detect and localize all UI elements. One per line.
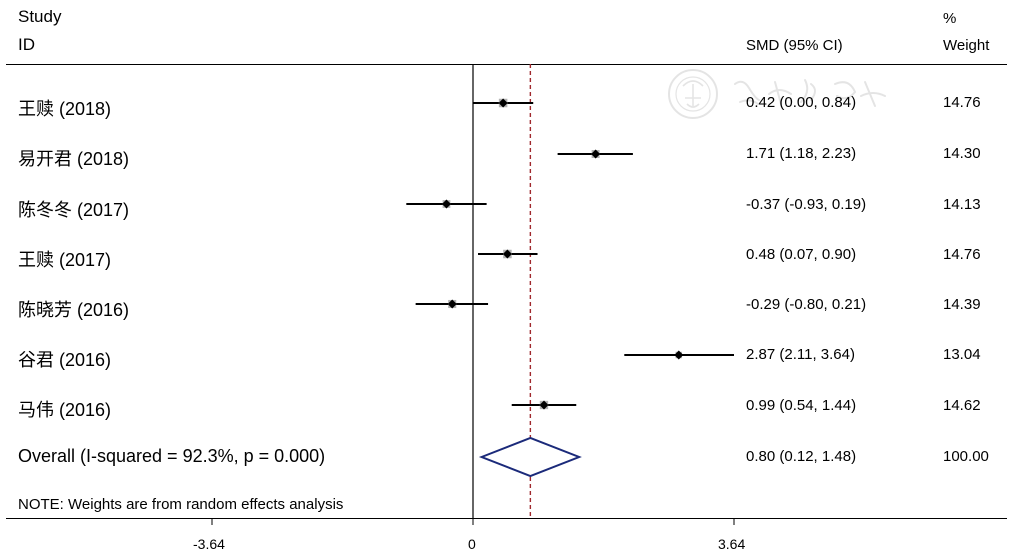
study-weight-3: 14.13 bbox=[943, 196, 981, 213]
study-label-5: 陈晓芳 (2016) bbox=[18, 300, 130, 320]
study-weight-1: 14.76 bbox=[943, 94, 981, 111]
overall-weight: 100.00 bbox=[943, 448, 989, 465]
header-rule bbox=[6, 64, 1007, 65]
overall-diamond bbox=[478, 436, 582, 478]
study-weight-4: 14.76 bbox=[943, 246, 981, 263]
header-id: ID bbox=[18, 35, 35, 54]
study-weight-2: 14.30 bbox=[943, 145, 981, 162]
point-estimate-3 bbox=[441, 199, 451, 209]
point-estimate-1 bbox=[498, 98, 508, 108]
study-label-6: 谷君 (2016) bbox=[18, 350, 112, 370]
header-smd: SMD (95% CI) bbox=[746, 37, 843, 54]
study-ci-6: 2.87 (2.11, 3.64) bbox=[746, 346, 855, 363]
study-ci-7: 0.99 (0.54, 1.44) bbox=[746, 397, 857, 414]
header-weight: Weight bbox=[943, 37, 990, 54]
bottom-rule bbox=[6, 518, 1007, 519]
study-ci-5: -0.29 (-0.80, 0.21) bbox=[746, 296, 867, 313]
study-weight-7: 14.62 bbox=[943, 397, 981, 414]
watermark-seal bbox=[668, 69, 886, 119]
study-ci-2: 1.71 (1.18, 2.23) bbox=[746, 145, 857, 162]
study-weight-6: 13.04 bbox=[943, 346, 981, 363]
point-estimate-4 bbox=[502, 249, 512, 259]
header-weight-percent: % bbox=[943, 10, 957, 27]
point-estimate-2 bbox=[591, 149, 601, 159]
study-label-4: 王赎 (2017) bbox=[18, 250, 112, 270]
point-estimate-7 bbox=[539, 400, 549, 410]
study-ci-3: -0.37 (-0.93, 0.19) bbox=[746, 196, 867, 213]
point-estimate-5 bbox=[447, 299, 457, 309]
note-text: NOTE: Weights are from random effects an… bbox=[18, 496, 344, 513]
point-estimate-6 bbox=[674, 350, 684, 360]
study-ci-4: 0.48 (0.07, 0.90) bbox=[746, 246, 857, 263]
header-study: Study bbox=[18, 7, 62, 26]
study-ci-1: 0.42 (0.00, 0.84) bbox=[746, 94, 857, 111]
tick-label-max: 3.64 bbox=[718, 536, 746, 552]
overall-label: Overall (I-squared = 92.3%, p = 0.000) bbox=[18, 446, 326, 466]
overall-ci: 0.80 (0.12, 1.48) bbox=[746, 448, 857, 465]
study-label-1: 王赎 (2018) bbox=[18, 99, 112, 119]
tick-label-zero: 0 bbox=[468, 536, 476, 552]
tick-label-min: -3.64 bbox=[193, 536, 225, 552]
study-label-3: 陈冬冬 (2017) bbox=[18, 200, 130, 220]
study-label-2: 易开君 (2018) bbox=[18, 149, 130, 169]
study-weight-5: 14.39 bbox=[943, 296, 981, 313]
study-label-7: 马伟 (2016) bbox=[18, 400, 112, 420]
